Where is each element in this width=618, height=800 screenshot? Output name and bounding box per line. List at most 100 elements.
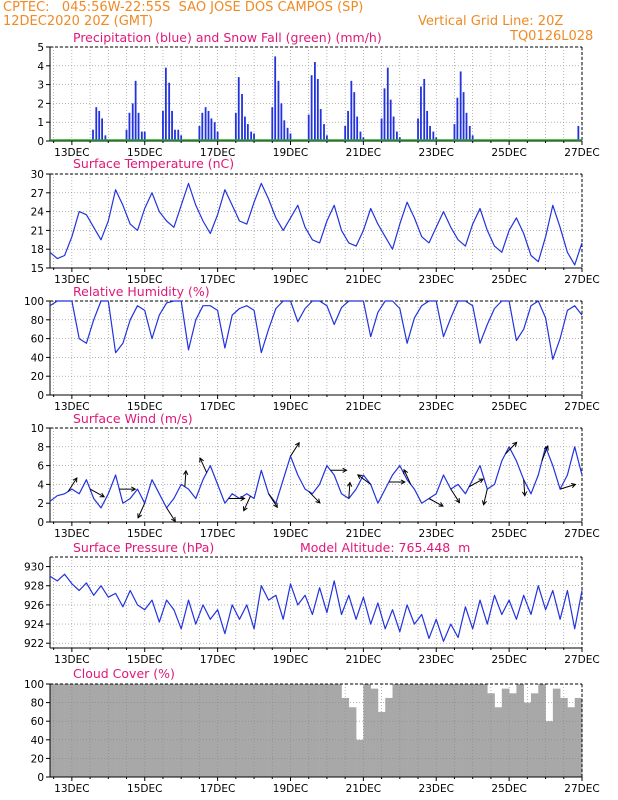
wind-arrow-shaft (199, 457, 208, 473)
precip-bar (386, 67, 389, 141)
precip-bar (417, 118, 419, 141)
precip-bar (426, 110, 429, 141)
cloud-cover-bar (428, 684, 437, 777)
precip-bar (316, 78, 319, 141)
cloud-cover-bar (181, 684, 189, 777)
wind-arrow-shaft (357, 474, 371, 485)
cloud-cover-bar (545, 721, 554, 777)
y-tick-label: 926 (24, 600, 44, 612)
cloud-cover-bar (421, 684, 430, 777)
x-tick-label: 17DEC (200, 401, 235, 413)
y-tick-label: 60 (31, 716, 44, 728)
precip-bar (207, 110, 210, 141)
precip-bar (134, 80, 137, 141)
model-code: TQ0126L028 (510, 29, 594, 44)
cloud-cover-bar (246, 684, 255, 777)
precip-bar (471, 135, 474, 141)
precip-bar (162, 110, 164, 141)
x-tick-label: 17DEC (200, 654, 235, 666)
y-tick-label: 10 (31, 423, 44, 435)
station-header: CPTEC: 045:56W-22:55S SAO JOSE DOS CAMPO… (3, 0, 364, 15)
precip-bar (323, 124, 325, 141)
precip-bar (137, 112, 140, 141)
cloud-cover-bar (275, 684, 284, 777)
x-tick-label: 13DEC (54, 274, 89, 286)
cloud-cover-bar (326, 684, 335, 777)
cloud-cover-bar (312, 684, 320, 777)
precip-bar (395, 131, 398, 141)
wind-arrow-head (315, 498, 321, 504)
cloud-cover-bar (501, 688, 510, 777)
cloud-cover-bar (530, 693, 539, 777)
precip-bar (307, 114, 310, 141)
cloud-cover-bar (144, 684, 153, 777)
cloud-cover-bar (57, 684, 65, 777)
y-tick-label: 0 (37, 390, 44, 402)
x-tick-label: 13DEC (54, 401, 89, 413)
precip-bar (237, 77, 240, 141)
cloud-cover-bar (268, 684, 277, 777)
wind-arrow (308, 491, 321, 504)
wind-arrow-shaft (505, 442, 517, 455)
wind-arrow-head (131, 486, 137, 492)
y-tick-label: 5 (37, 42, 44, 54)
y-tick-label: 18 (31, 244, 44, 256)
precip-bar (128, 112, 131, 141)
cloud-cover-bar (472, 684, 481, 777)
cloud-cover-bar (399, 684, 408, 777)
y-tick-label: 27 (31, 188, 44, 200)
wind-arrow (166, 507, 176, 523)
x-tick-label: 25DEC (491, 147, 526, 159)
cloud-cover-bar (261, 684, 269, 777)
cloud-cover-bar (195, 684, 204, 777)
x-tick-label: 17DEC (200, 274, 235, 286)
precip-bar (432, 131, 435, 141)
precip-bar (177, 129, 180, 141)
cloud-cover-bar (101, 684, 109, 777)
wind-arrow-shaft (268, 493, 278, 508)
x-tick-label: 19DEC (273, 654, 308, 666)
cloud-cover-bar (232, 684, 240, 777)
precip-bar (131, 103, 134, 141)
wind-arrow-head (240, 495, 246, 502)
precip-bar (204, 107, 207, 141)
precip-bar (125, 129, 128, 141)
wind-arrow-shaft (523, 479, 526, 496)
x-tick-label: 13DEC (54, 783, 89, 795)
y-tick-label: 40 (31, 735, 44, 747)
y-tick-label: 1 (37, 117, 44, 129)
cloud-cover-bar (86, 684, 95, 777)
cloud-cover-bar (210, 684, 218, 777)
cloud-cover-bar (538, 684, 546, 777)
x-tick-label: 27DEC (564, 783, 599, 795)
cloud-cover-bar (254, 684, 262, 777)
precip-bar (359, 131, 362, 141)
x-tick-label: 25DEC (491, 401, 526, 413)
wind-arrow-head (183, 469, 189, 476)
wind-arrow (89, 488, 106, 498)
wind-arrow-shaft (308, 491, 321, 504)
cloud-cover-bar (297, 684, 306, 777)
x-tick-label: 27DEC (564, 654, 599, 666)
x-tick-label: 25DEC (491, 654, 526, 666)
precip-bar (344, 125, 347, 141)
panel-0: 0 1 2 3 4 5 13DEC 15DEC 17DEC 19DEC 21DEC 23DEC 25DE… (37, 42, 599, 159)
precip-bar (380, 118, 383, 141)
wind-arrow-shaft (290, 442, 300, 457)
wind-arrow (268, 493, 278, 509)
wind-arrow (357, 474, 371, 485)
wind-arrow-head (455, 498, 461, 504)
y-tick-label: 20 (31, 753, 44, 765)
cloud-cover-bar (465, 684, 473, 777)
wind-arrow-head (72, 477, 78, 483)
precip-bar (423, 78, 426, 141)
wind-arrow-shaft (184, 470, 187, 487)
y-tick-label: 15 (31, 263, 44, 275)
y-tick-label: 930 (24, 562, 44, 574)
wind-arrow (388, 479, 406, 485)
wind-arrow-head (357, 474, 363, 480)
wind-arrow-head (137, 513, 142, 519)
precip-bar (468, 125, 471, 141)
precip-bar (289, 133, 292, 141)
x-tick-label: 25DEC (491, 783, 526, 795)
